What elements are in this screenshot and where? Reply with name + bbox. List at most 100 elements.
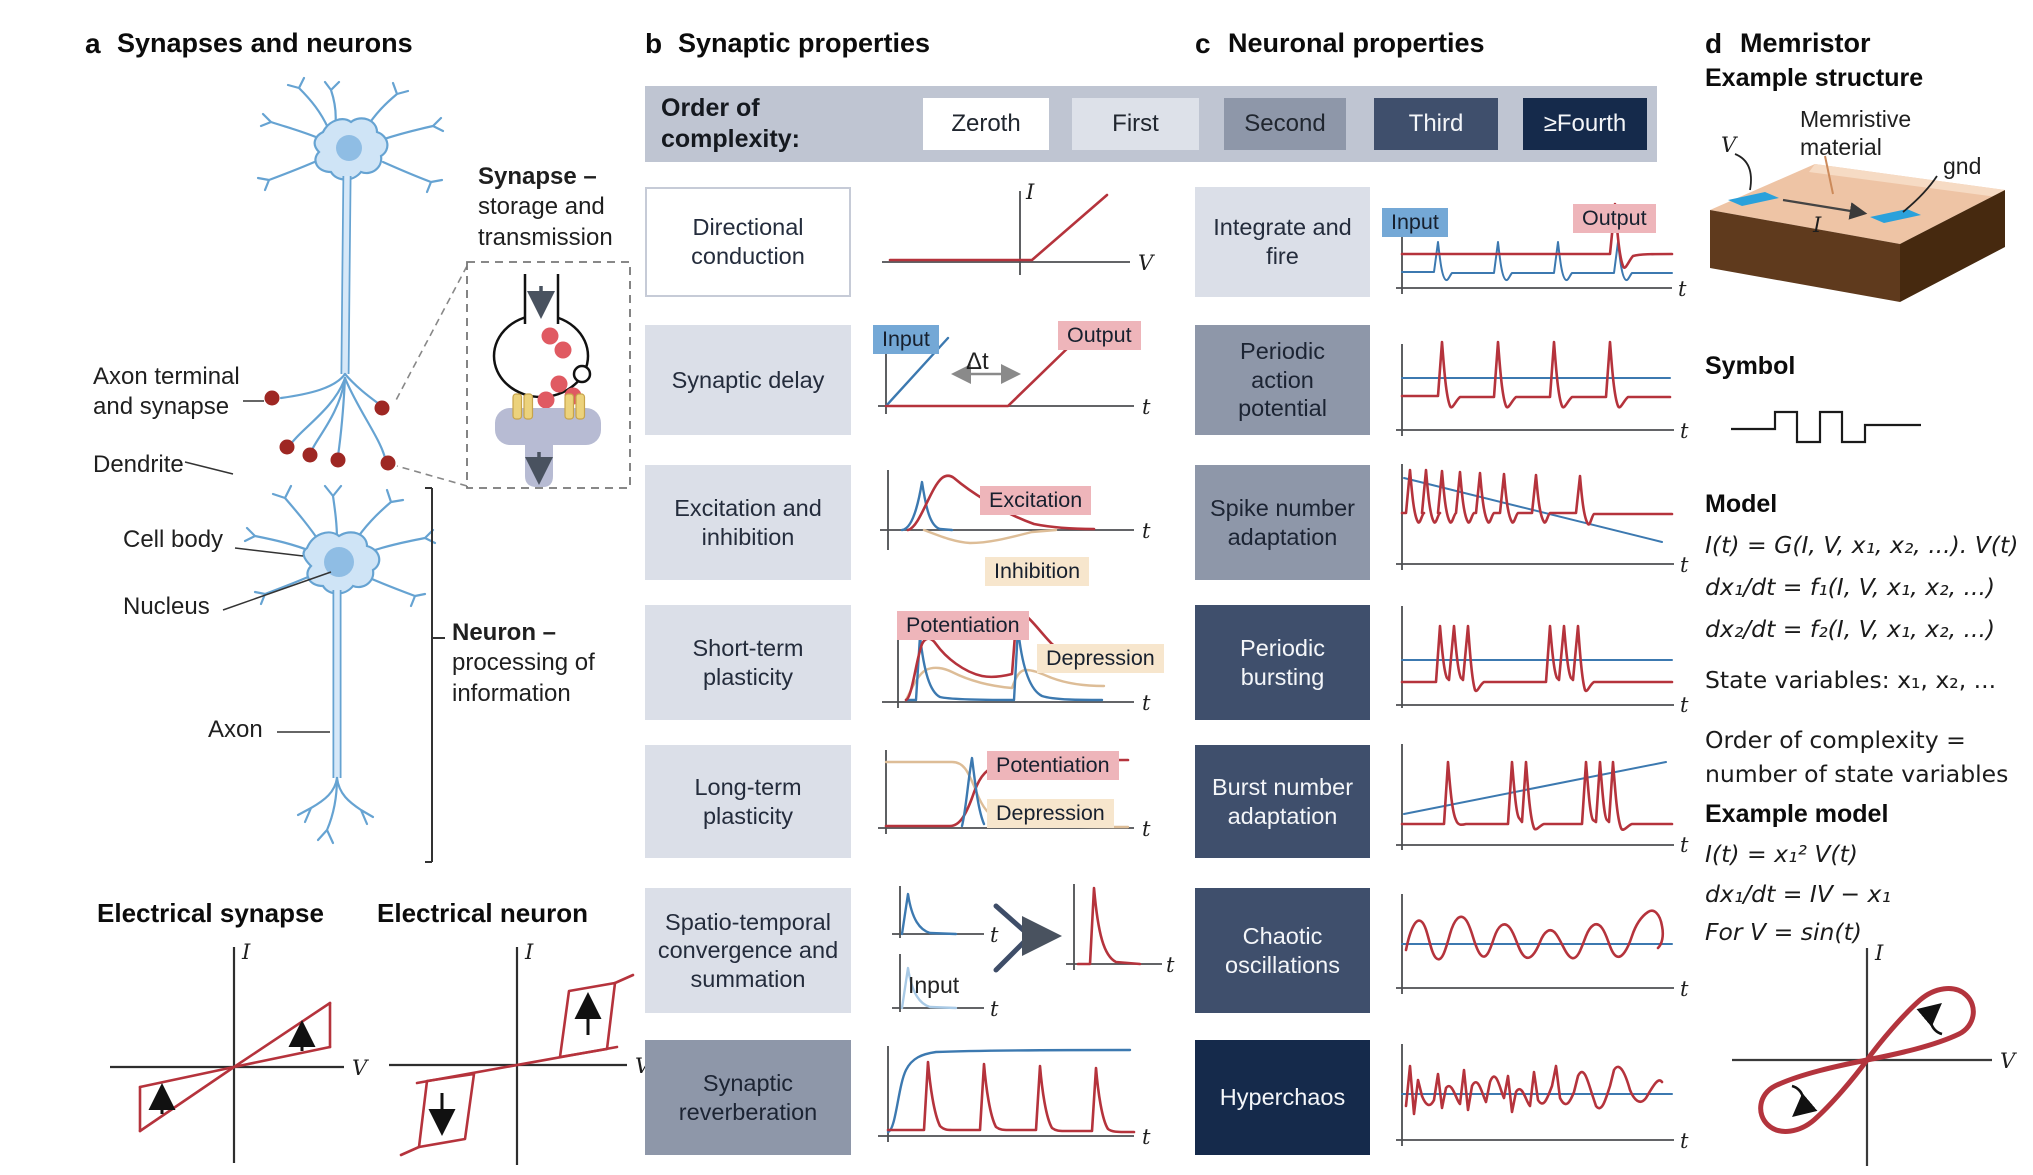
t-axis-label: t bbox=[1142, 817, 1151, 841]
spatio-temporal-graph: t t t bbox=[892, 884, 1175, 1021]
diode-curve bbox=[888, 193, 1109, 262]
t-axis-label: t bbox=[1680, 833, 1689, 857]
v-axis-label: V bbox=[1138, 251, 1155, 275]
adaptation-line bbox=[1403, 761, 1667, 815]
axon-terminal-line2: and synapse bbox=[93, 393, 230, 421]
potentiation-chip: Potentiation bbox=[897, 611, 1029, 640]
i-axis-label: I bbox=[241, 940, 251, 964]
input-spikes bbox=[904, 626, 1104, 702]
t-axis-label: t bbox=[1680, 419, 1689, 443]
input-spike bbox=[960, 756, 986, 828]
input-chip: Input bbox=[1382, 208, 1448, 237]
envelope-curve bbox=[886, 1048, 1132, 1134]
neuron-illustration bbox=[184, 76, 631, 863]
row-burst-number-adaptation: Burst number adaptation bbox=[1195, 745, 1370, 858]
left-electrode bbox=[1728, 192, 1779, 206]
presynaptic-neck bbox=[523, 274, 560, 324]
input-spikes bbox=[1401, 241, 1673, 282]
row-long-term-plasticity: Long-term plasticity bbox=[645, 745, 851, 858]
state-variables-line: State variables: x₁, x₂, ... bbox=[1705, 666, 1997, 694]
potentiation-chip: Potentiation bbox=[987, 751, 1119, 780]
t-axis-label: t bbox=[1142, 691, 1151, 715]
input-spike-2 bbox=[900, 966, 958, 1010]
axes bbox=[1396, 606, 1674, 708]
synapse-label-line3: transmission bbox=[478, 223, 613, 251]
cell-body-label: Cell body bbox=[123, 526, 224, 553]
example-equation-3: For V = sin(t) bbox=[1705, 918, 1862, 946]
inhibition-curve bbox=[922, 528, 1058, 545]
leader-lines bbox=[184, 400, 332, 733]
row-periodic-action-potential: Periodic action potential bbox=[1195, 325, 1370, 435]
t-axis-label: t bbox=[1678, 277, 1687, 301]
memristive-material-line2: material bbox=[1800, 134, 1882, 160]
panel-d-tag: d bbox=[1705, 28, 1723, 59]
i-axis-label: I bbox=[1025, 180, 1035, 204]
v-terminal-label: V bbox=[1721, 133, 1738, 157]
row-synaptic-delay: Synaptic delay bbox=[645, 325, 851, 435]
axon-label: Axon bbox=[208, 716, 263, 743]
row-short-term-plasticity: Short-term plasticity bbox=[645, 605, 851, 720]
panel-a-title: Synapses and neurons bbox=[117, 28, 413, 58]
excitation-inhibition-graph: t bbox=[880, 470, 1151, 550]
v-axis-label: V bbox=[2000, 1049, 2017, 1073]
t-axis-label: t bbox=[1680, 553, 1689, 577]
row-hyperchaos: Hyperchaos bbox=[1195, 1040, 1370, 1155]
adapting-spike-train bbox=[1400, 468, 1674, 526]
neuron-label-line3: information bbox=[452, 679, 571, 707]
axes bbox=[1732, 948, 1992, 1166]
hyperchaos-graph: t bbox=[1396, 1044, 1689, 1153]
output-chip: Output bbox=[1058, 321, 1141, 350]
directional-conduction-graph: I V bbox=[882, 180, 1155, 275]
excitation-curve bbox=[906, 474, 1096, 532]
axes bbox=[389, 947, 627, 1165]
row-spike-number-adaptation: Spike number adaptation bbox=[1195, 465, 1370, 580]
axon-terminal-line1: Axon terminal bbox=[93, 363, 240, 390]
model-equation-1: I(t) = G(I, V, x₁, x₂, ...). V(t) bbox=[1705, 531, 2019, 559]
depression-chip: Depression bbox=[1037, 644, 1164, 673]
axes bbox=[1396, 230, 1672, 294]
panel-c-tag: c bbox=[1195, 28, 1211, 59]
hyperchaotic-wave bbox=[1404, 1064, 1664, 1116]
axes bbox=[110, 947, 344, 1163]
axon-terminal-label: Axon terminal and synapse bbox=[93, 362, 240, 423]
panel-d-title: Memristor bbox=[1740, 28, 1871, 58]
complexity-level-zeroth: Zeroth bbox=[923, 98, 1049, 150]
synapse-label-bold: Synapse – bbox=[478, 163, 597, 190]
order-of-complexity-line1: Order of complexity = bbox=[1705, 726, 1966, 754]
row-synaptic-reverberation: Synaptic reverberation bbox=[645, 1040, 851, 1155]
v-axis-label: V bbox=[352, 1056, 369, 1080]
burst-train bbox=[1400, 760, 1674, 831]
gnd-leader-line bbox=[1902, 175, 1938, 213]
depression-chip: Depression bbox=[987, 799, 1114, 828]
right-electrode bbox=[1870, 209, 1921, 223]
burst-train bbox=[1400, 624, 1674, 693]
complexity-level-second: Second bbox=[1224, 98, 1346, 150]
panel-b-tag: b bbox=[645, 28, 663, 59]
synapse-label: Synapse – storage and transmission bbox=[478, 162, 658, 253]
memristor-structure: V I Memristive material gnd bbox=[1710, 106, 2005, 302]
i-axis-label: I bbox=[524, 940, 534, 964]
synaptic-reverberation-graph: t bbox=[878, 1046, 1151, 1149]
synapse-dots bbox=[264, 390, 396, 471]
output-chip: Output bbox=[1573, 204, 1656, 233]
neuron-bracket bbox=[425, 487, 445, 863]
axes bbox=[878, 1046, 1134, 1142]
potentiation-curve bbox=[904, 613, 1106, 702]
electrical-synapse-title: Electrical synapse bbox=[97, 898, 324, 928]
slab-front-face bbox=[1710, 210, 1900, 302]
memristor-symbol bbox=[1731, 410, 1921, 444]
input-chip: Input bbox=[873, 325, 939, 354]
slab-top-highlight bbox=[1809, 164, 2005, 197]
neuron-label: Neuron – processing of information bbox=[452, 618, 622, 709]
example-model-heading: Example model bbox=[1705, 800, 1889, 828]
model-equation-2: dx₁/dt = f₁(I, V, x₁, x₂, ...) bbox=[1705, 573, 1996, 601]
example-equation-1: I(t) = x₁² V(t) bbox=[1705, 840, 1858, 868]
t-axis-label: t bbox=[1680, 977, 1689, 1001]
complexity-level-third: Third bbox=[1374, 98, 1498, 150]
axes bbox=[1396, 464, 1674, 570]
complexity-level-first: First bbox=[1072, 98, 1199, 150]
t-axis-label: t bbox=[1142, 395, 1151, 419]
row-periodic-bursting: Periodic bursting bbox=[1195, 605, 1370, 720]
neuron-label-line2: processing of bbox=[452, 649, 595, 677]
